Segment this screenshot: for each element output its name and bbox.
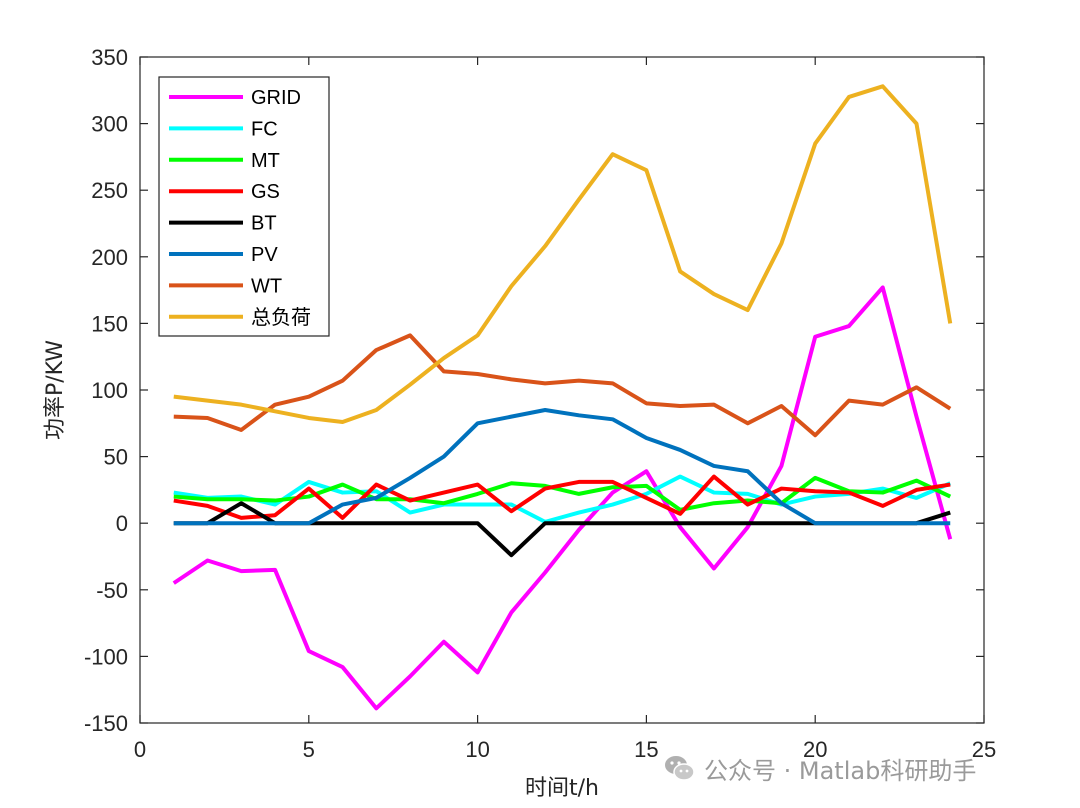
y-tick-label: -100 xyxy=(84,644,128,669)
series-line-5 xyxy=(173,407,951,526)
legend-label: PV xyxy=(251,244,278,266)
legend-label: FC xyxy=(251,118,278,140)
x-tick-label: 0 xyxy=(134,737,146,762)
wechat-icon xyxy=(665,756,695,781)
legend-label: WT xyxy=(251,275,282,297)
y-tick-label: -150 xyxy=(84,711,128,736)
y-tick-label: 50 xyxy=(104,445,128,470)
legend-label: 总负荷 xyxy=(251,306,311,329)
series-line-7 xyxy=(173,84,953,424)
series-line-3 xyxy=(173,474,951,520)
watermark-text: 公众号 · Matlab科研助手 xyxy=(704,756,977,785)
legend-label: GRID xyxy=(251,87,301,109)
legend: GRID FC MT GS BT PV WT 总负荷 xyxy=(158,76,330,337)
y-axis-title: 功率P/KW xyxy=(43,340,68,440)
legend-box xyxy=(158,76,330,337)
y-tick-label: 200 xyxy=(91,245,128,270)
x-tick-label: 10 xyxy=(465,737,489,762)
y-tick-label: 0 xyxy=(116,511,128,536)
y-tick-label: 250 xyxy=(91,178,128,203)
y-tick-label: 150 xyxy=(91,311,128,336)
series-layer xyxy=(172,84,953,711)
legend-label: GS xyxy=(251,181,280,203)
tick-layer: 0 5 10 15 20 25 -150 -100 -50 0 50 100 150 200 250 300 3… xyxy=(84,45,996,762)
x-tick-label: 15 xyxy=(634,737,658,762)
y-tick-label: 350 xyxy=(91,45,128,70)
x-axis-title: 时间t/h xyxy=(525,776,599,801)
y-tick-label: -50 xyxy=(96,578,128,603)
x-tick-label: 25 xyxy=(972,737,996,762)
series-line-2 xyxy=(173,475,952,512)
x-tick-label: 5 xyxy=(303,737,315,762)
watermark: 公众号 · Matlab科研助手 xyxy=(662,748,976,788)
series-line-6 xyxy=(173,333,952,438)
legend-label: BT xyxy=(251,213,277,235)
legend-label: MT xyxy=(251,150,280,172)
series-line-1 xyxy=(173,474,952,524)
y-tick-label: 300 xyxy=(91,112,128,137)
series-line-0 xyxy=(172,285,953,711)
y-tick-label: 100 xyxy=(91,378,128,403)
x-tick-label: 20 xyxy=(803,737,827,762)
